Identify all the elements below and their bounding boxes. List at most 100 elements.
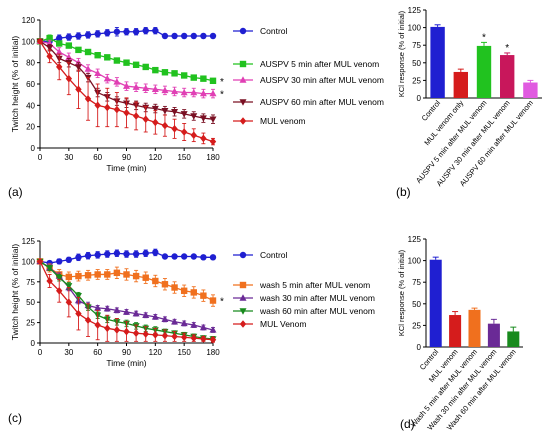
legend-entry: wash 5 min after MUL venom [233, 280, 370, 290]
series-0 [36, 27, 217, 45]
bar [468, 309, 481, 347]
bar [507, 331, 520, 347]
y-axis-title: KCl response (% of initial) [397, 249, 406, 336]
data-point [171, 125, 178, 133]
legend-entry: MUL venom [233, 116, 306, 126]
data-point [56, 40, 63, 47]
y-tick-label: 100 [408, 257, 422, 266]
data-point [151, 313, 159, 320]
x-tick-label: 180 [206, 153, 220, 162]
data-point [74, 58, 82, 66]
data-point [94, 52, 101, 59]
data-point [46, 45, 54, 52]
panel-label-d: (d) [400, 417, 415, 431]
panel-label-b: (b) [396, 185, 411, 199]
legend-entry: wash 60 min after MUL venom [233, 306, 375, 316]
y-tick-label: 100 [408, 24, 422, 33]
legend-label: wash 5 min after MUL venom [259, 280, 370, 290]
legend-label: wash 30 min after MUL venom [259, 293, 375, 303]
data-point [123, 109, 130, 117]
y-tick-label: 0 [31, 339, 36, 348]
data-point [56, 258, 63, 265]
legend-marker [239, 117, 247, 125]
legend-marker [239, 294, 247, 301]
x-tick-label: 0 [38, 348, 43, 357]
data-point [180, 128, 188, 136]
significance-star: * [220, 90, 224, 101]
data-point [152, 118, 159, 127]
data-point [123, 82, 130, 89]
data-point [104, 271, 111, 278]
legend-entry: Control [233, 250, 288, 260]
legend-entry: MUL Venom [233, 319, 306, 329]
data-point [199, 89, 207, 97]
legend-label: AUSPV 5 min after MUL venom [260, 59, 379, 69]
significance-star: * [505, 43, 509, 54]
data-point [152, 27, 159, 34]
data-point [84, 31, 92, 39]
legend-entry: AUSPV 30 min after MUL venom [233, 75, 384, 85]
x-tick-label: 150 [177, 348, 191, 357]
significance-star: * [220, 297, 224, 308]
data-point [75, 46, 82, 54]
data-point [180, 287, 188, 294]
data-point [104, 103, 111, 112]
data-point [56, 286, 63, 295]
data-point [142, 274, 149, 281]
data-point [46, 265, 54, 272]
data-point [171, 332, 178, 341]
bar [430, 26, 445, 99]
x-tick-label: 90 [122, 153, 131, 162]
data-point [94, 101, 101, 110]
data-point [161, 32, 169, 40]
data-point [113, 78, 121, 85]
data-point [46, 259, 53, 267]
data-point [142, 250, 149, 257]
data-point [171, 87, 179, 95]
data-point [190, 321, 198, 328]
data-point [36, 257, 44, 266]
data-point [132, 83, 140, 90]
legend-marker [239, 308, 247, 315]
legend-label: MUL Venom [260, 319, 306, 329]
data-point [75, 32, 82, 40]
data-point [94, 271, 101, 278]
x-tick-label: 60 [93, 348, 102, 357]
y-tick-label: 75 [412, 41, 421, 50]
data-point [94, 69, 102, 77]
data-point [171, 284, 178, 291]
bar [429, 259, 442, 347]
data-point [65, 42, 73, 49]
y-tick-label: 50 [412, 300, 421, 309]
data-point [123, 271, 130, 278]
data-point [161, 315, 169, 323]
data-point [94, 304, 102, 311]
bar [449, 315, 462, 347]
x-tick-label: 90 [122, 348, 131, 357]
x-tick-label: 0 [38, 153, 43, 162]
x-tick-label: 30 [64, 153, 73, 162]
data-point [199, 115, 207, 122]
data-point [132, 309, 140, 317]
data-point [75, 309, 82, 318]
data-point [65, 256, 73, 263]
x-tick-label: 150 [177, 153, 191, 162]
y-tick-label: 50 [26, 298, 35, 307]
data-point [180, 88, 188, 96]
line-chart-a: 0 20 40 60 80 100 120 0 30 60 90 120 150 180 Time (min… [10, 16, 384, 173]
legend-label: wash 60 min after MUL venom [259, 306, 375, 316]
y-tick-label: 75 [26, 278, 35, 287]
y-tick-label: 100 [22, 37, 36, 46]
y-tick-label: 125 [408, 6, 422, 15]
data-point [65, 283, 73, 290]
data-point [74, 292, 82, 300]
data-point [190, 253, 197, 260]
data-point [161, 331, 169, 340]
data-point [113, 105, 121, 114]
data-point [104, 54, 111, 61]
data-point [209, 77, 217, 84]
data-point [132, 329, 140, 338]
y-tick-label: 40 [26, 101, 35, 110]
data-point [142, 63, 149, 71]
